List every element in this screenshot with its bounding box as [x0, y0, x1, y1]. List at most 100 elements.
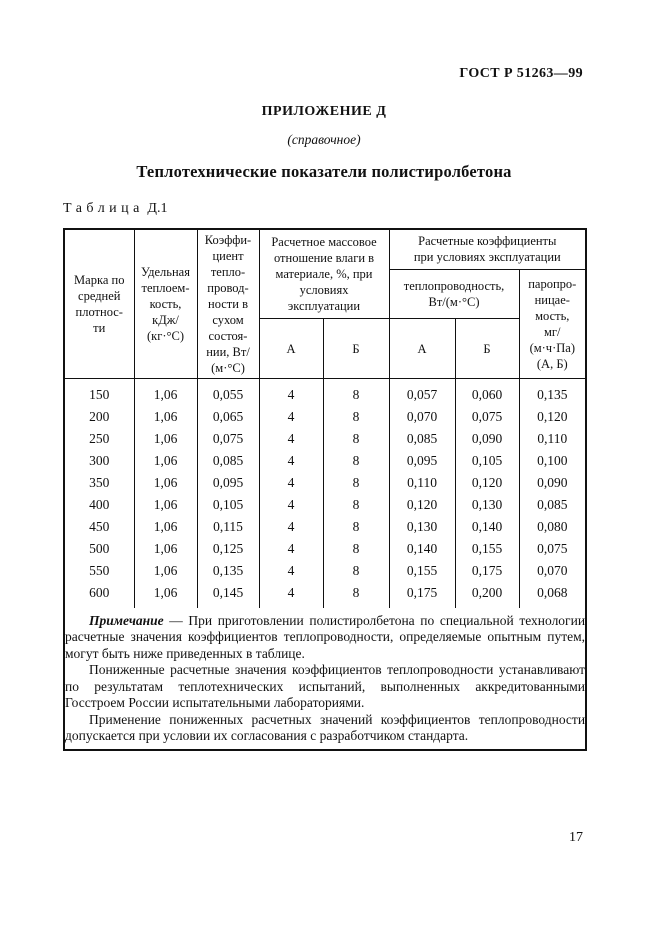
table-cell: 200	[63, 406, 135, 428]
table-cell: 8	[322, 450, 390, 472]
table-cell: 8	[322, 494, 390, 516]
table-cell: 4	[258, 428, 324, 450]
table-cell: 0,085	[388, 428, 456, 450]
table-cell: 0,110	[388, 472, 456, 494]
table-cell: 0,125	[196, 538, 260, 560]
table-cell: 0,075	[454, 406, 520, 428]
table-cell: 0,060	[454, 378, 520, 406]
table-cell: 0,175	[454, 560, 520, 582]
table-cell: 0,105	[454, 450, 520, 472]
table-cell: 550	[63, 560, 135, 582]
header-group-moisture-ratio: Расчетное массовое отношение влаги в мат…	[258, 228, 390, 319]
table-cell: 4	[258, 582, 324, 608]
table-cell: 0,120	[454, 472, 520, 494]
table-row: 200 1,06 0,065 4 8 0,070 0,075 0,120	[63, 406, 587, 428]
table-cell: 8	[322, 582, 390, 608]
table-cell: 4	[258, 560, 324, 582]
header-subcell-moisture-a: А	[258, 318, 324, 379]
table-row: 350 1,06 0,095 4 8 0,110 0,120 0,090	[63, 472, 587, 494]
note-paragraph-1: Примечание — При приготовлении полистиро…	[65, 613, 585, 662]
table-cell: 0,075	[196, 428, 260, 450]
table-cell: 0,070	[518, 560, 587, 582]
table-cell: 0,175	[388, 582, 456, 608]
table-cell: 1,06	[133, 450, 198, 472]
header-cell-conductivity: теплопроводность, Вт/(м·°С)	[388, 268, 520, 319]
appendix-type-label: (справочное)	[287, 132, 361, 147]
table-cell: 450	[63, 516, 135, 538]
table-cell: 4	[258, 516, 324, 538]
table-cell: 0,100	[518, 450, 587, 472]
table-cell: 0,090	[454, 428, 520, 450]
table-cell: 350	[63, 472, 135, 494]
header-cell-vapor-permeability: паропро- ницае- мость, мг/ (м·ч·Па) (А, …	[518, 268, 587, 379]
table-cell: 0,120	[388, 494, 456, 516]
table-cell: 0,070	[388, 406, 456, 428]
table-body: 150 1,06 0,055 4 8 0,057 0,060 0,135 200 1,06 0,06…	[63, 378, 587, 608]
table-cell: 8	[322, 406, 390, 428]
table-cell: 1,06	[133, 516, 198, 538]
table-cell: 0,057	[388, 378, 456, 406]
table-cell: 8	[322, 560, 390, 582]
table-cell: 0,115	[196, 516, 260, 538]
header-group-design-coefficients: Расчетные коэффициенты при условиях эксп…	[388, 228, 587, 270]
table-cell: 1,06	[133, 538, 198, 560]
table-cell: 8	[322, 378, 390, 406]
table-cell: 8	[322, 428, 390, 450]
table-cell: 0,095	[388, 450, 456, 472]
header-cell-dry-conductivity: Коэффи- циент тепло- провод- ности в сух…	[196, 228, 260, 379]
table-header-row-1: Марка по средней плотнос- ти Удельная те…	[63, 228, 587, 379]
table-cell: 4	[258, 406, 324, 428]
table-cell: 0,090	[518, 472, 587, 494]
table-cell: 8	[322, 538, 390, 560]
note-label: Примечание	[89, 613, 164, 628]
table-cell: 0,155	[388, 560, 456, 582]
table-cell: 0,130	[454, 494, 520, 516]
table-row: 500 1,06 0,125 4 8 0,140 0,155 0,075	[63, 538, 587, 560]
table-cell: 0,085	[196, 450, 260, 472]
table-cell: 300	[63, 450, 135, 472]
table-caption-number: Д.1	[147, 201, 168, 216]
table-cell: 0,075	[518, 538, 587, 560]
table-row: 450 1,06 0,115 4 8 0,130 0,140 0,080	[63, 516, 587, 538]
doc-reference: ГОСТ Р 51263—99	[459, 66, 583, 81]
table-cell: 1,06	[133, 378, 198, 406]
table-cell: 250	[63, 428, 135, 450]
page-number: 17	[569, 830, 583, 845]
data-table: Марка по средней плотнос- ти Удельная те…	[63, 228, 588, 751]
header-subcell-conductivity-a: А	[388, 318, 456, 379]
table-cell: 1,06	[133, 560, 198, 582]
table-cell: 8	[322, 472, 390, 494]
table-cell: 4	[258, 494, 324, 516]
table-cell: 1,06	[133, 472, 198, 494]
table-cell: 0,155	[454, 538, 520, 560]
table-cell: 150	[63, 378, 135, 406]
header-subcell-moisture-b: Б	[322, 318, 390, 379]
table-cell: 4	[258, 378, 324, 406]
table-cell: 500	[63, 538, 135, 560]
note-paragraph-2: Пониженные расчетные значения коэффициен…	[65, 662, 586, 711]
table-caption: Таблица Д.1	[63, 201, 585, 217]
table-cell: 4	[258, 472, 324, 494]
table-cell: 0,120	[518, 406, 587, 428]
table-cell: 0,135	[518, 378, 587, 406]
page-title: Теплотехнические показатели полистиролбе…	[136, 162, 512, 181]
table-cell: 0,140	[388, 538, 456, 560]
table-row: 400 1,06 0,105 4 8 0,120 0,130 0,085	[63, 494, 587, 516]
table-note-row: Примечание — При приготовлении полистиро…	[63, 608, 587, 750]
note-paragraph-1-text: — При приготовлении полистиролбетона по …	[65, 613, 586, 661]
header-cell-heat-capacity: Удельная теплоем- кость, кДж/ (кг·°С)	[133, 228, 198, 379]
table-cell: 1,06	[133, 406, 198, 428]
table-caption-word: Таблица	[63, 201, 144, 216]
table-cell: 1,06	[133, 494, 198, 516]
note-paragraph-3: Применение пониженных расчетных значений…	[65, 711, 586, 744]
table-cell: 0,130	[388, 516, 456, 538]
table-cell: 400	[63, 494, 135, 516]
table-header-row-3: А Б А Б	[64, 318, 586, 379]
table-cell: 0,200	[454, 582, 520, 608]
table-row: 150 1,06 0,055 4 8 0,057 0,060 0,135	[63, 378, 587, 406]
table-cell: 0,140	[454, 516, 520, 538]
table-cell: 4	[258, 538, 324, 560]
header-subcell-conductivity-b: Б	[454, 318, 520, 379]
table-row: 250 1,06 0,075 4 8 0,085 0,090 0,110	[63, 428, 587, 450]
